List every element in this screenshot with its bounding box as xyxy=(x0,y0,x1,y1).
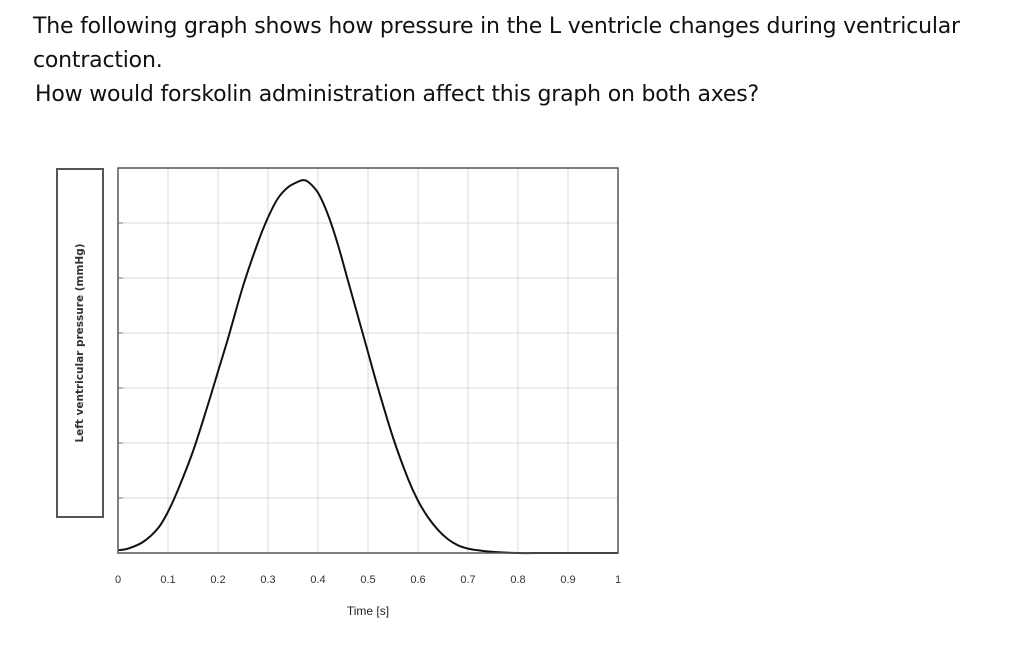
x-tick-label: 0.3 xyxy=(260,574,275,586)
x-tick-label: 0.2 xyxy=(210,574,225,586)
plot-frame xyxy=(117,167,619,554)
x-tick-label: 0.9 xyxy=(560,574,575,586)
y-axis-label-box: Left ventricular pressure (mmHg) xyxy=(56,168,104,518)
x-tick-label: 0.1 xyxy=(160,574,175,586)
question-line-2: How would forskolin administration affec… xyxy=(35,82,759,107)
x-tick-label: 0.4 xyxy=(310,574,325,586)
pressure-curve xyxy=(117,179,618,555)
question-text: The following graph shows how pressure i… xyxy=(33,10,1018,112)
x-tick-label: 0.5 xyxy=(360,574,375,586)
question-line-1: The following graph shows how pressure i… xyxy=(33,14,960,73)
x-axis-label: Time [s] xyxy=(347,604,389,618)
x-tick-label: 1 xyxy=(615,574,621,586)
x-tick-label: 0 xyxy=(115,574,121,586)
x-tick-label: 0.7 xyxy=(460,574,475,586)
x-tick-label: 0.6 xyxy=(410,574,425,586)
x-tick-label: 0.8 xyxy=(510,574,525,586)
